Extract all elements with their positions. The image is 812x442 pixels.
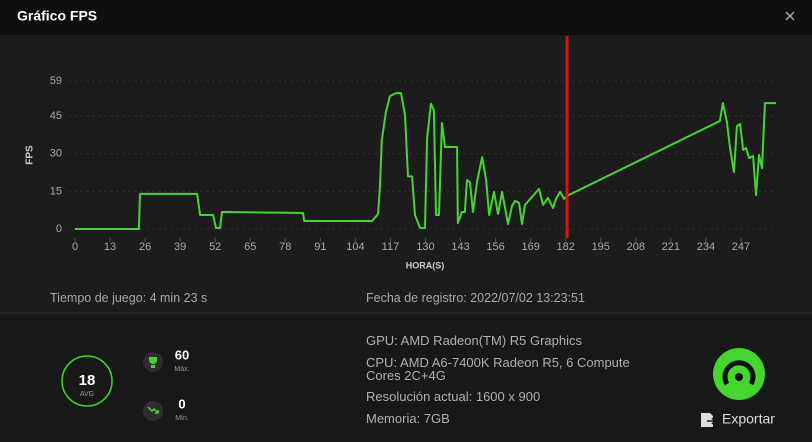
x-tick-label: 130 bbox=[416, 241, 434, 253]
x-tick-label: 234 bbox=[697, 241, 715, 253]
min-label: Mín. bbox=[175, 415, 189, 422]
play-time: Tiempo de juego: 4 min 23 s bbox=[50, 291, 208, 305]
x-tick-label: 65 bbox=[244, 241, 256, 253]
max-label: Máx. bbox=[174, 366, 189, 373]
resolution-info: Resolución actual: 1600 x 900 bbox=[366, 389, 541, 404]
gauge-icon bbox=[722, 360, 756, 386]
x-tick-label: 195 bbox=[592, 241, 610, 253]
x-tick-label: 156 bbox=[486, 241, 504, 253]
x-tick-label: 91 bbox=[314, 241, 326, 253]
min-value: 0 bbox=[178, 396, 185, 411]
memory-info: Memoria: 7GB bbox=[366, 411, 450, 426]
x-tick-label: 117 bbox=[382, 241, 400, 253]
x-tick-label: 143 bbox=[451, 241, 469, 253]
close-button[interactable] bbox=[785, 11, 795, 21]
y-tick-label: 0 bbox=[56, 223, 62, 235]
window-title: Gráfico FPS bbox=[17, 8, 97, 24]
gauge-center bbox=[735, 373, 743, 381]
max-value: 60 bbox=[175, 347, 189, 362]
trend-down-icon bbox=[147, 406, 159, 414]
x-axis-label: HORA(S) bbox=[406, 260, 445, 270]
x-tick-label: 169 bbox=[521, 241, 539, 253]
x-tick-label: 182 bbox=[557, 241, 575, 253]
avg-label: AVG bbox=[80, 391, 94, 398]
fps-line bbox=[75, 92, 776, 230]
x-tick-label: 208 bbox=[627, 241, 645, 253]
gpu-info: GPU: AMD Radeon(TM) R5 Graphics bbox=[366, 333, 583, 348]
y-axis-label: FPS bbox=[25, 145, 36, 165]
export-label: Exportar bbox=[722, 411, 775, 427]
avg-ring bbox=[61, 355, 113, 407]
y-tick-label: 59 bbox=[50, 75, 62, 87]
x-tick-label: 13 bbox=[104, 241, 116, 253]
cpu-info: CPU: AMD A6-7400K Radeon R5, 6 Compute C… bbox=[366, 355, 630, 383]
x-tick-label: 78 bbox=[279, 241, 291, 253]
y-tick-label: 30 bbox=[50, 148, 62, 160]
x-tick-label: 52 bbox=[209, 241, 221, 253]
record-date: Fecha de registro: 2022/07/02 13:23:51 bbox=[366, 291, 585, 305]
x-tick-label: 221 bbox=[662, 241, 680, 253]
x-tick-label: 247 bbox=[732, 241, 750, 253]
y-tick-label: 45 bbox=[50, 110, 62, 122]
x-tick-label: 26 bbox=[139, 241, 151, 253]
header-bar bbox=[0, 0, 812, 35]
x-tick-label: 104 bbox=[346, 241, 364, 253]
chart-panel bbox=[0, 35, 812, 313]
x-tick-label: 0 bbox=[72, 241, 78, 253]
export-button[interactable]: Exportar bbox=[701, 411, 775, 427]
avg-value: 18 bbox=[79, 372, 96, 389]
x-tick-label: 39 bbox=[174, 241, 186, 253]
y-tick-label: 15 bbox=[50, 185, 62, 197]
trophy-icon bbox=[149, 357, 157, 368]
